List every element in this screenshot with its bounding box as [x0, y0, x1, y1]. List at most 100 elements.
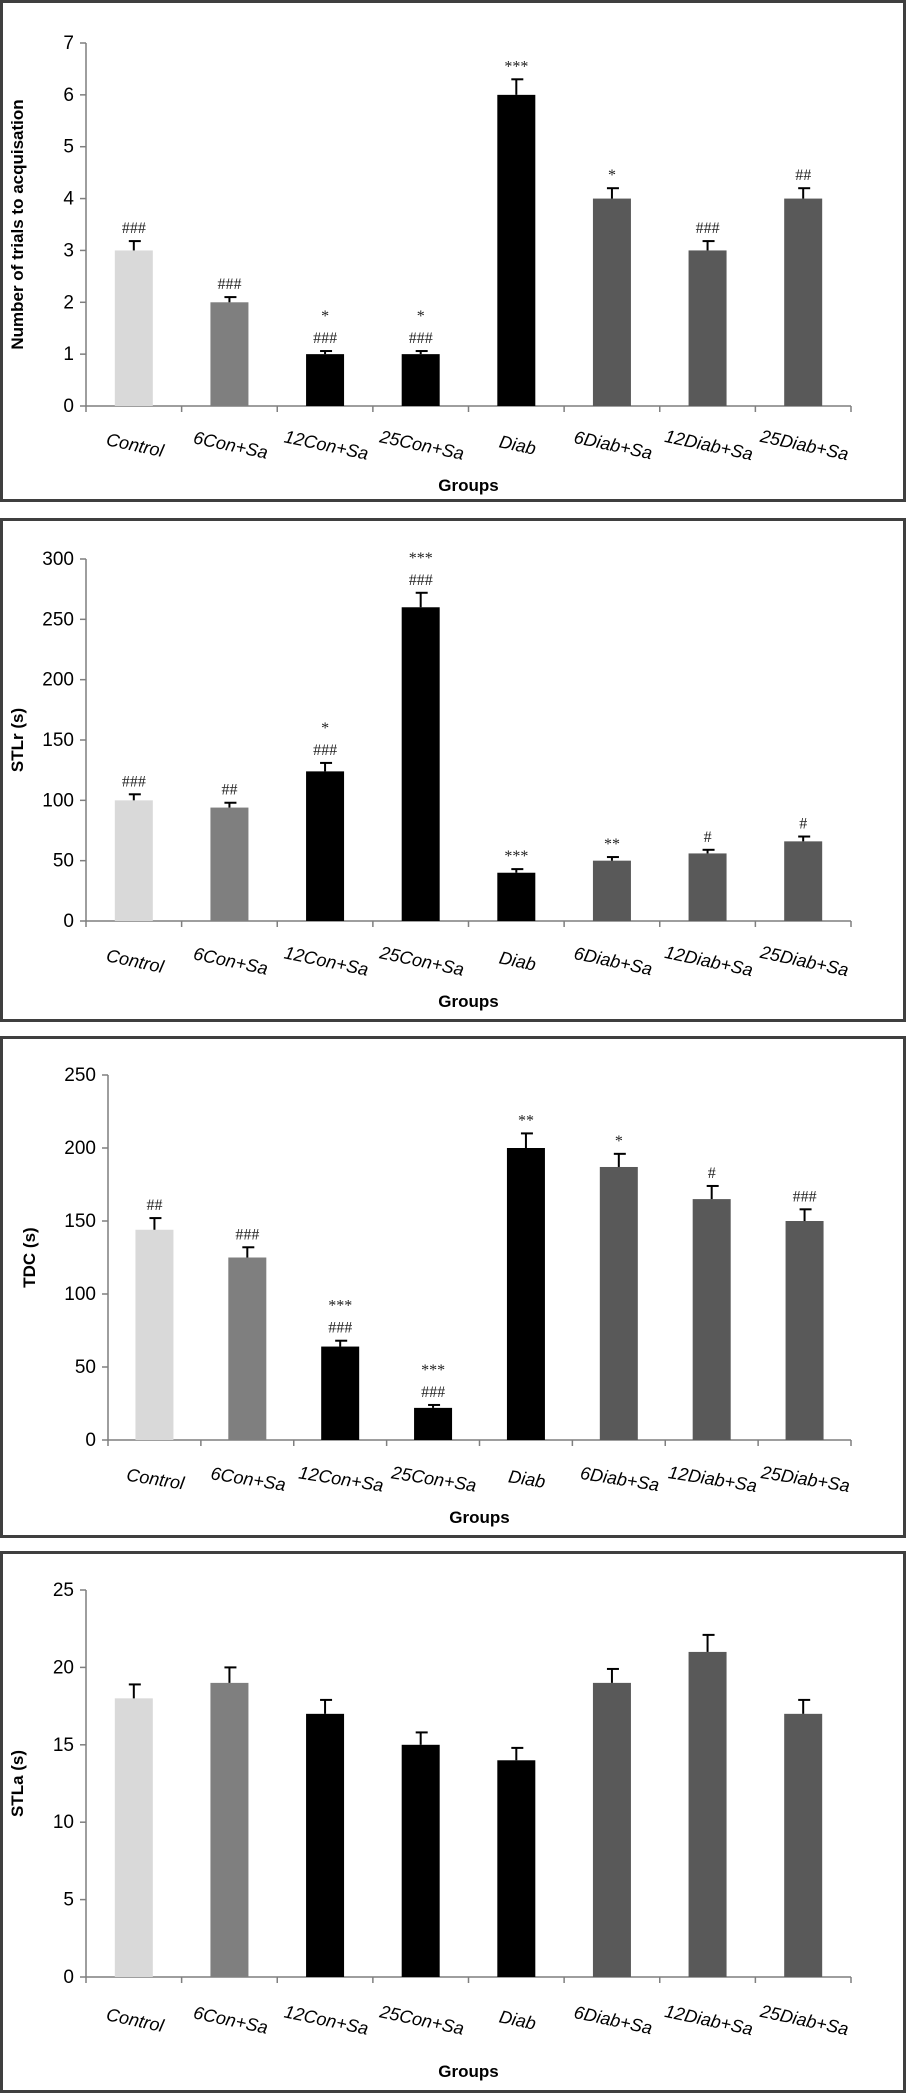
- bar-25con-plus-sa: [414, 1407, 453, 1440]
- y-tick-label: 300: [42, 549, 74, 570]
- y-tick-label: 15: [53, 1735, 74, 1756]
- y-tick-label: 10: [53, 1812, 74, 1833]
- bar-chart-stla: 0 5 10 15 20 25 Control 6Con+Sa 12Con+Sa 25Con+Sa…: [8, 1580, 852, 2081]
- bar-12con-plus-sa: [306, 1713, 345, 1977]
- y-tick-label: 5: [63, 1890, 74, 1911]
- y-tick-label: 200: [42, 670, 74, 691]
- y-tick-label: 250: [64, 1065, 96, 1086]
- significance-mark: **: [604, 836, 620, 853]
- category-label: 25Diab+Sa: [758, 2001, 851, 2039]
- significance-mark: ###: [409, 572, 433, 589]
- bar-25diab-plus-sa: [784, 1713, 823, 1977]
- x-axis-title: Groups: [438, 476, 498, 495]
- y-axis-title: STLr (s): [8, 708, 27, 772]
- y-tick-label: 3: [63, 240, 74, 261]
- bar-12con-plus-sa: [321, 1346, 360, 1440]
- significance-mark: *: [608, 167, 616, 184]
- significance-mark: ###: [313, 742, 337, 759]
- category-label: 6Con+Sa: [192, 943, 270, 978]
- chart-panel-tdc: 0 50 100 150 200 250 ## Control ### 6Con+Sa ### ***…: [0, 1036, 906, 1538]
- category-label: 25Diab+Sa: [758, 426, 851, 464]
- bar-6diab-plus-sa: [592, 198, 631, 406]
- significance-mark: ***: [504, 848, 528, 865]
- y-tick-label: 5: [63, 137, 74, 158]
- category-label: Diab: [497, 948, 537, 975]
- category-label: 25Con+Sa: [377, 942, 466, 980]
- bar-6con-plus-sa: [210, 1682, 249, 1977]
- significance-mark: #: [708, 1165, 716, 1182]
- category-label: 6Con+Sa: [209, 1463, 287, 1495]
- x-axis-title: Groups: [449, 1508, 509, 1527]
- bar-25diab-plus-sa: [785, 1221, 824, 1440]
- x-axis-title: Groups: [438, 992, 498, 1011]
- category-label: Control: [105, 2004, 167, 2036]
- y-tick-label: 1: [63, 344, 74, 365]
- bar-12diab-plus-sa: [688, 250, 727, 406]
- category-label: Diab: [507, 1466, 547, 1492]
- significance-mark: ###: [313, 330, 337, 347]
- y-axis-title: TDC (s): [20, 1227, 39, 1287]
- y-axis-title: Number of trials to acquisation: [8, 99, 27, 349]
- chart-panel-stlr: 0 50 100 150 200 250 300 ### Control ## 6Con+Sa ###…: [0, 518, 906, 1022]
- significance-mark: ##: [221, 782, 237, 799]
- bar-diab: [506, 1148, 545, 1440]
- category-label: Diab: [497, 2007, 537, 2034]
- y-tick-label: 250: [42, 609, 74, 630]
- bar-12diab-plus-sa: [692, 1199, 731, 1440]
- chart-panel-stla: 0 5 10 15 20 25 Control 6Con+Sa 12Con+Sa 25Con+Sa…: [0, 1551, 906, 2093]
- significance-mark: ###: [696, 220, 720, 237]
- y-tick-label: 50: [53, 851, 74, 872]
- y-tick-label: 4: [63, 189, 74, 210]
- y-tick-label: 0: [63, 1967, 74, 1988]
- significance-mark: #: [799, 816, 807, 833]
- category-label: 6Con+Sa: [192, 427, 270, 462]
- x-axis-title: Groups: [438, 2062, 498, 2081]
- bar-control: [114, 1698, 153, 1977]
- category-label: 6Con+Sa: [192, 2002, 270, 2037]
- significance-mark: **: [518, 1112, 534, 1129]
- bar-25con-plus-sa: [401, 1744, 440, 1977]
- category-label: 12Diab+Sa: [667, 1462, 759, 1496]
- y-tick-label: 2: [63, 292, 74, 313]
- bar-25con-plus-sa: [401, 607, 440, 921]
- category-label: 25Con+Sa: [377, 426, 466, 464]
- category-label: 6Diab+Sa: [572, 2002, 654, 2038]
- significance-mark: ***: [328, 1298, 352, 1315]
- significance-mark: ###: [421, 1384, 445, 1401]
- bar-6diab-plus-sa: [592, 860, 631, 921]
- category-label: 6Diab+Sa: [572, 427, 654, 463]
- category-label: Diab: [497, 432, 537, 459]
- bar-12con-plus-sa: [306, 771, 345, 921]
- significance-mark: ###: [409, 330, 433, 347]
- bar-6diab-plus-sa: [599, 1166, 638, 1440]
- bar-chart-stlr: 050100150200250300###Control##6Con+Sa###…: [8, 549, 852, 1011]
- significance-mark: #: [704, 829, 712, 846]
- significance-mark: ###: [235, 1226, 259, 1243]
- y-tick-label: 25: [53, 1580, 74, 1601]
- y-tick-label: 150: [64, 1211, 96, 1232]
- bar-diab: [497, 94, 536, 406]
- bar-12diab-plus-sa: [688, 1651, 727, 1977]
- category-label: Control: [125, 1465, 186, 1494]
- bar-6con-plus-sa: [210, 807, 249, 921]
- category-label: 12Con+Sa: [282, 942, 370, 979]
- bar-25con-plus-sa: [401, 354, 440, 406]
- category-label: 25Diab+Sa: [758, 942, 851, 980]
- bar-chart-trials: 0 1 2 3 4 5 6 7 ### Control ### 6Con+Sa ### * 12Con+Sa…: [8, 33, 852, 495]
- y-tick-label: 0: [63, 396, 74, 417]
- significance-mark: *: [417, 308, 425, 325]
- significance-mark: ###: [122, 220, 146, 237]
- y-tick-label: 100: [42, 790, 74, 811]
- significance-mark: ###: [328, 1320, 352, 1337]
- bar-control: [135, 1229, 174, 1440]
- significance-mark: ##: [146, 1197, 162, 1214]
- significance-mark: ***: [504, 58, 528, 75]
- significance-mark: *: [321, 308, 329, 325]
- bar-25diab-plus-sa: [784, 198, 823, 406]
- category-label: 6Diab+Sa: [572, 943, 654, 979]
- category-label: Control: [105, 429, 167, 461]
- significance-mark: *: [321, 720, 329, 737]
- bar-control: [114, 250, 153, 406]
- y-tick-label: 20: [53, 1657, 74, 1678]
- bar-12diab-plus-sa: [688, 853, 727, 921]
